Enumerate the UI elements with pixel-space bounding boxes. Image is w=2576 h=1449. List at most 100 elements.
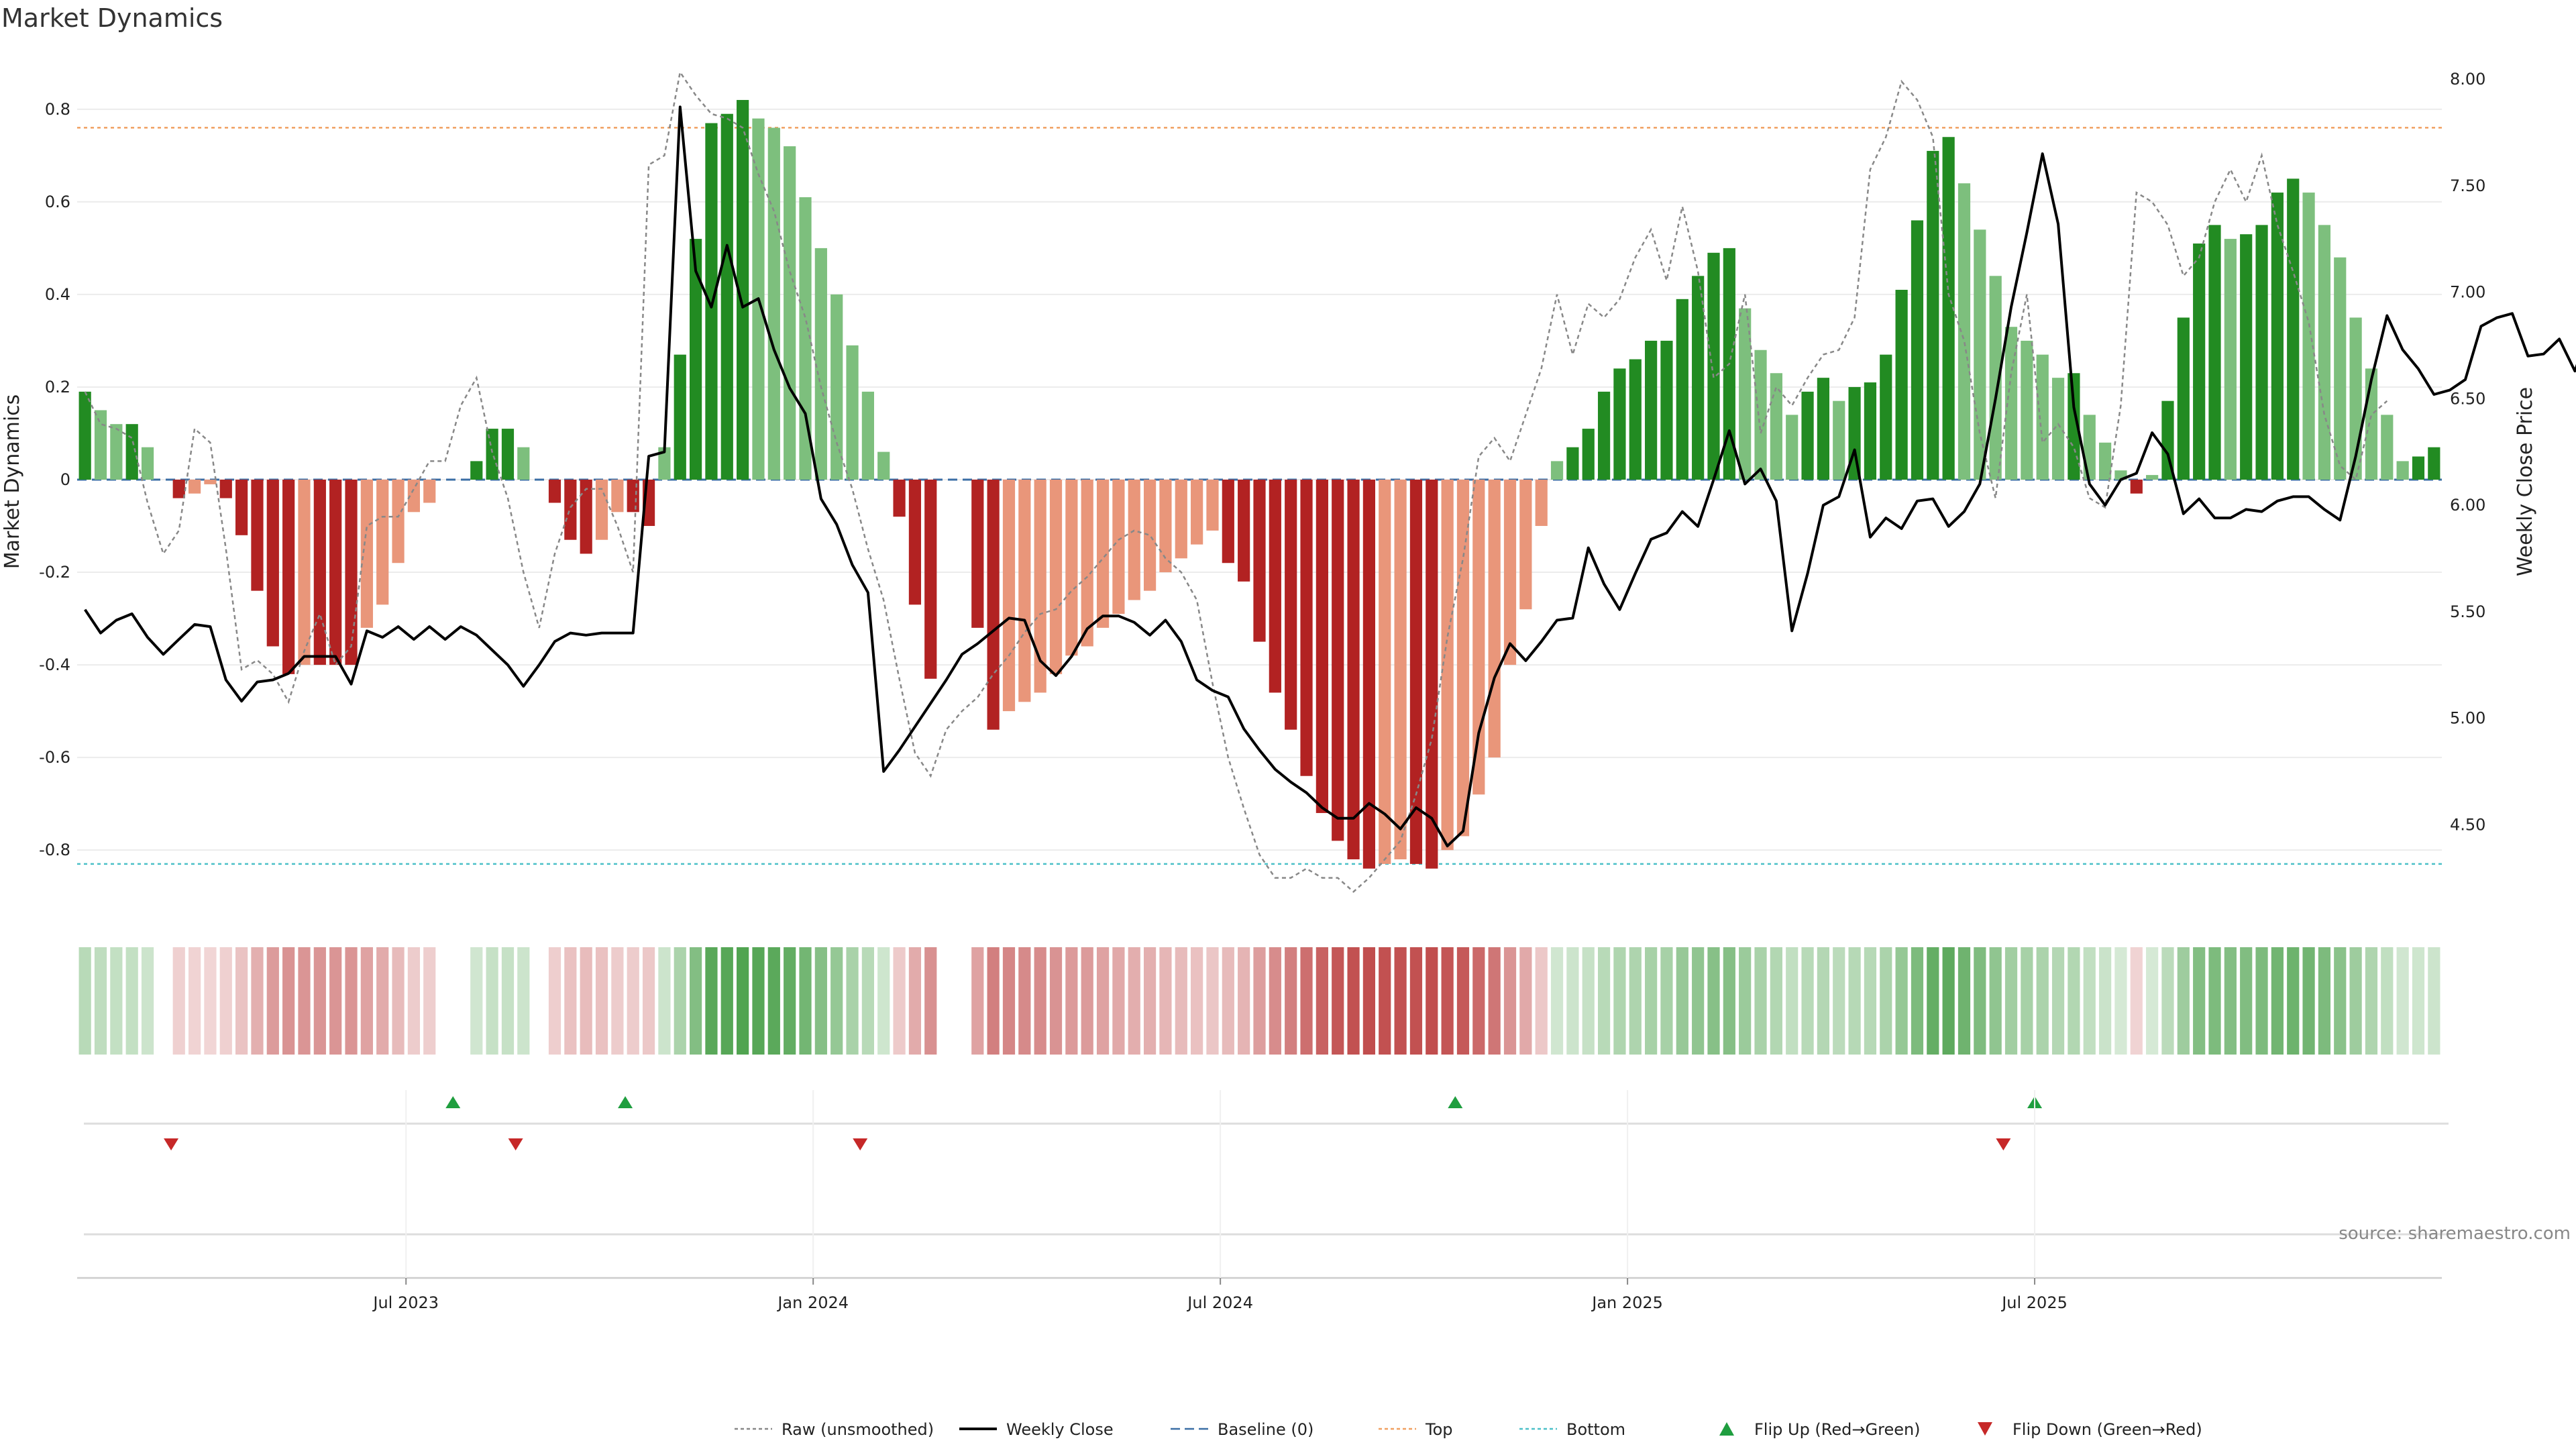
heat-cell [2381, 947, 2394, 1055]
heat-cell [1770, 947, 1782, 1055]
heat-cell [564, 947, 577, 1055]
bar [861, 391, 874, 480]
bar [2021, 340, 2033, 480]
heat-cell [1786, 947, 1799, 1055]
bar [1974, 229, 1986, 480]
heat-cell [2224, 947, 2237, 1055]
bar [548, 480, 561, 503]
heat-cell [1676, 947, 1688, 1055]
bar [1770, 373, 1782, 480]
heat-cell [2365, 947, 2378, 1055]
heat-cell [705, 947, 718, 1055]
heat-cell [1222, 947, 1234, 1055]
heat-cell [1081, 947, 1093, 1055]
bar [2302, 193, 2315, 480]
heat-cell [172, 947, 185, 1055]
y2-tick-label: 6.00 [2450, 496, 2485, 515]
heat-cell [2114, 947, 2127, 1055]
bar [2161, 400, 2174, 480]
heat-cell [1974, 947, 1986, 1055]
bar [1253, 480, 1266, 642]
heat-cell [329, 947, 342, 1055]
bar [2036, 354, 2049, 480]
flip-down-marker [1996, 1138, 2011, 1150]
weekly-close-line [84, 105, 2576, 848]
heat-cell [2161, 947, 2174, 1055]
x-tick-label: Jan 2024 [776, 1293, 849, 1312]
bar [2287, 178, 2300, 480]
heat-cell [2318, 947, 2331, 1055]
heat-cell [1159, 947, 1172, 1055]
heat-cell [1300, 947, 1313, 1055]
bar [2381, 415, 2394, 480]
heat-cell [1645, 947, 1658, 1055]
bar [1597, 391, 1611, 480]
heat-cell [737, 947, 749, 1055]
heat-cell [141, 947, 154, 1055]
y-axis-right: 4.50 5.00 5.50 6.00 6.50 7.00 7.50 8.00 [2450, 70, 2485, 834]
heat-cell [1488, 947, 1501, 1055]
bar [2271, 193, 2284, 480]
bar [1018, 480, 1031, 702]
heat-cell [642, 947, 655, 1055]
bar [2255, 225, 2268, 480]
bar [1535, 480, 1548, 527]
heat-cell [1692, 947, 1705, 1055]
legend-swatch [1978, 1422, 1992, 1436]
bar [1362, 480, 1376, 869]
heat-cell [924, 947, 937, 1055]
heat-cell [1206, 947, 1219, 1055]
bar [1582, 429, 1595, 480]
heat-cell [1754, 947, 1767, 1055]
y-axis-label: Market Dynamics [1, 394, 24, 570]
heat-cell [1582, 947, 1595, 1055]
heat-cell [2208, 947, 2221, 1055]
y2-tick-label: 7.00 [2450, 283, 2485, 302]
y-tick-label: -0.4 [39, 655, 70, 674]
bar [1379, 480, 1391, 864]
heat-cell [767, 947, 780, 1055]
bar [1817, 378, 1830, 480]
bar [1426, 480, 1438, 869]
bar [1049, 480, 1063, 674]
heat-cell [345, 947, 358, 1055]
bar [1269, 480, 1281, 693]
heat-cell [1065, 947, 1078, 1055]
heat-cell [971, 947, 984, 1055]
heat-cell [1456, 947, 1470, 1055]
bar [329, 480, 342, 665]
heat-cell [658, 947, 671, 1055]
heat-cell [1018, 947, 1031, 1055]
y-tick-label: 0.2 [45, 378, 70, 396]
heat-cell [1911, 947, 1924, 1055]
bar [282, 480, 295, 674]
heat-cell [2240, 947, 2253, 1055]
bar [2130, 480, 2143, 494]
legend-label: Weekly Close [1006, 1420, 1114, 1439]
y-tick-label: 0 [60, 470, 70, 489]
heat-cell [2068, 947, 2080, 1055]
bar [830, 294, 843, 480]
bar [1942, 137, 1955, 480]
y2-axis-label: Weekly Close Price [2514, 387, 2537, 576]
y-tick-label: 0.8 [45, 100, 70, 119]
heat-cell [1566, 947, 1579, 1055]
heat-cell [266, 947, 279, 1055]
bar [1206, 480, 1219, 531]
legend-label: Bottom [1566, 1420, 1625, 1439]
heat-cell [2302, 947, 2315, 1055]
flip-up-marker [1448, 1096, 1463, 1108]
heat-cell [486, 947, 498, 1055]
heat-cell [846, 947, 859, 1055]
bar [1880, 354, 1892, 480]
flip-markers-panel [84, 1096, 2449, 1236]
heat-cell [235, 947, 248, 1055]
flip-down-marker [853, 1138, 868, 1150]
bar [486, 429, 498, 480]
legend: Raw (unsmoothed) Weekly Close Baseline (0)… [735, 1420, 2202, 1439]
heat-cell [1519, 947, 1532, 1055]
bar [1864, 382, 1877, 480]
heat-cell [517, 947, 530, 1055]
bar [188, 480, 201, 494]
